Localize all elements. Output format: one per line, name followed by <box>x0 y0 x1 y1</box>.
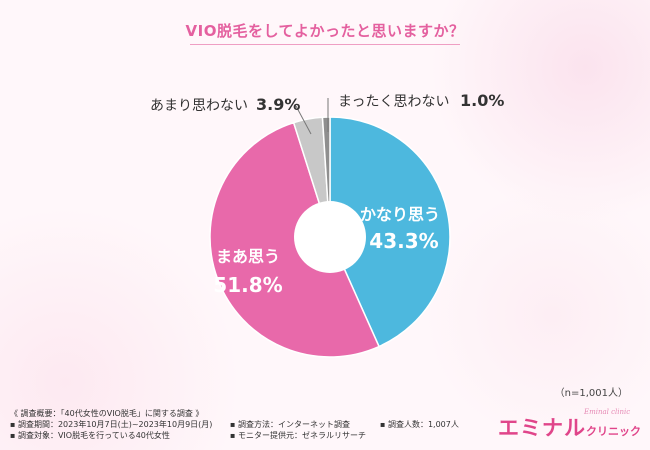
donut-hole <box>294 201 366 273</box>
survey-title: 《 調査概要：「40代女性のVIO脱毛」に関する調査 》 <box>10 409 204 418</box>
sample-size-note: （n=1,001人） <box>554 388 628 399</box>
slice-pct-somewhat: 51.8% <box>213 273 282 297</box>
survey-provider: ▪ モニター提供元：ゼネラルリサーチ <box>230 431 366 440</box>
survey-count: ▪ 調査人数：1,007人 <box>380 420 459 429</box>
survey-method: ▪ 調査方法：インターネット調査 <box>230 420 350 429</box>
chart-title: VIO脱毛をしてよかったと思いますか？ <box>185 22 465 40</box>
survey-target: ▪ 調査対象：VIO脱毛を行っている40代女性 <box>10 431 170 440</box>
slice-label-never: まったく思わない <box>338 94 449 110</box>
slice-very-much <box>329 116 451 348</box>
slice-label-somewhat: まあ思う <box>216 247 280 266</box>
brand-sub: クリニック <box>586 425 641 438</box>
slice-pct-never: 1.0% <box>460 91 504 110</box>
slice-label-very-much: かなり思う <box>360 205 440 224</box>
brand-tagline: Eminal clinic <box>584 408 631 416</box>
brand-name: エミナル <box>498 416 586 440</box>
slice-label-rarely: あまり思わない <box>150 98 248 114</box>
leader-line-rarely <box>295 105 312 135</box>
brand-logo: Eminal clinic エミナルクリニック <box>498 408 641 442</box>
slice-pct-rarely: 3.9% <box>256 95 300 114</box>
title-underline <box>190 44 460 45</box>
survey-period: ▪ 調査期間：2023年10月7日(土)~2023年10月9日(月) <box>10 420 213 429</box>
survey-overview: 《 調査概要：「40代女性のVIO脱毛」に関する調査 》 ▪ 調査期間：2023… <box>10 408 459 441</box>
slice-pct-very-much: 43.3% <box>369 229 438 253</box>
